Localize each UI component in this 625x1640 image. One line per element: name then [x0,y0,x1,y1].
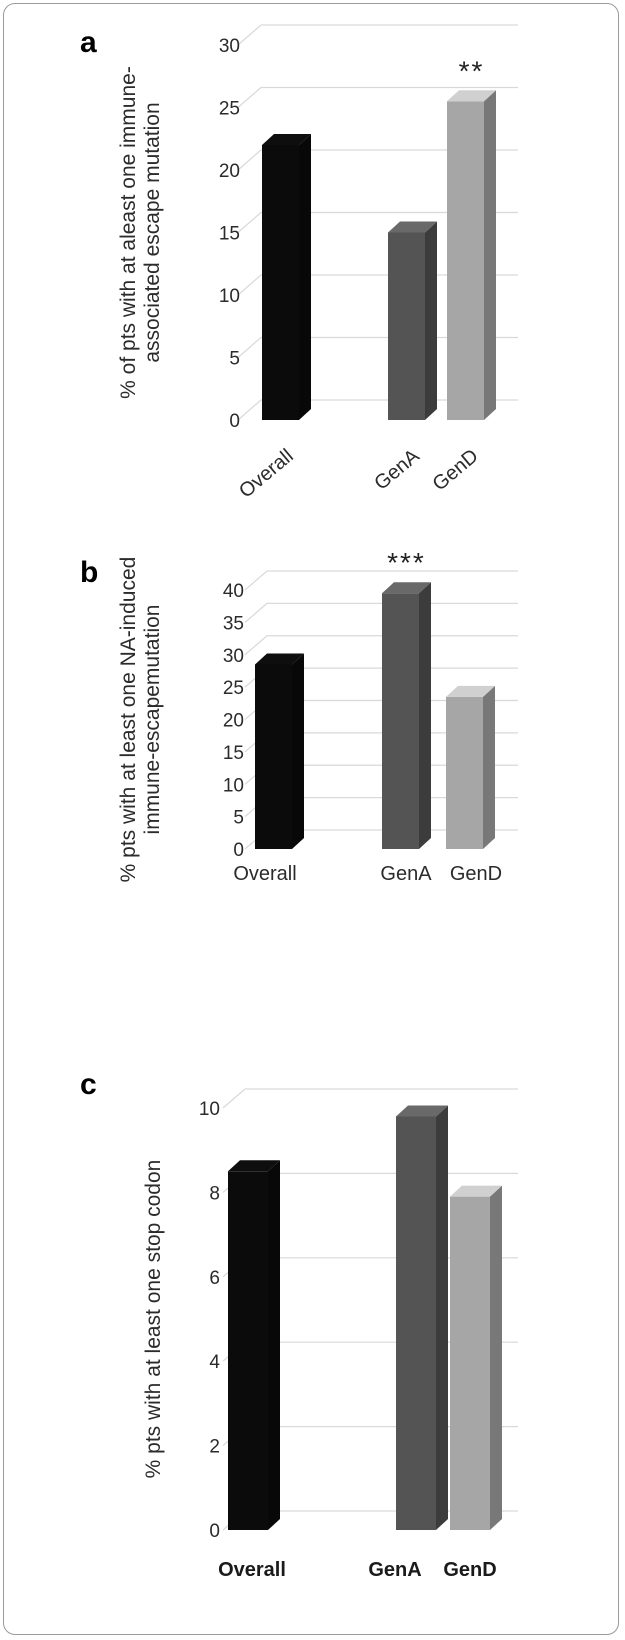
gridline-diag [244,570,268,591]
y-tick-label: 4 [209,1352,220,1373]
y-tick-label: 0 [209,1521,220,1542]
bar-top-gena [396,1105,448,1117]
y-tick-label: 5 [229,349,240,370]
y-tick-label: 15 [223,743,244,764]
y-tick-label: 8 [209,1183,220,1204]
y-tick-label: 15 [219,224,240,245]
y-tick-label: 10 [199,1099,220,1120]
x-tick-label: GenA [368,1559,421,1581]
y-axis-label: immune-escapemutation [141,605,164,835]
bar-gend [447,101,484,420]
bar-gena [396,1116,436,1530]
bar-side-overall [292,653,304,849]
y-tick-label: 6 [209,1268,220,1289]
bar-side-overall [268,1160,280,1530]
y-axis-label: associated escape mutation [141,102,164,362]
bar-side-gend [490,1185,502,1530]
x-tick-label: GenD [443,1559,496,1581]
bar-top-overall [262,134,311,145]
bar-gena [382,593,419,849]
y-axis-label: % pts with at least one stop codon [142,1160,165,1479]
bar-overall [262,145,299,420]
x-tick-label: Overall [233,863,296,885]
bar-top-gend [450,1185,502,1197]
bar-top-gena [382,582,431,594]
x-tick-label: GenD [429,445,483,495]
y-tick-label: 10 [223,775,244,796]
y-tick-label: 20 [219,161,240,182]
significance-marker: ** [459,55,485,86]
x-tick-label: GenA [370,445,424,495]
bar-side-gena [425,221,437,420]
bar-overall [228,1171,268,1530]
bar-top-gend [447,90,496,102]
bar-top-gena [388,221,437,233]
bar-top-overall [255,653,304,665]
gridline-diag [237,399,262,421]
bar-gend [446,696,483,849]
x-tick-label: GenD [450,863,502,885]
y-tick-label: 25 [219,99,240,120]
bar-side-gena [419,582,431,849]
y-axis-label: % of pts with at aleast one immune- [117,66,140,399]
gridline-diag [237,149,262,171]
gridline-diag [244,635,268,656]
y-axis-label: % pts with at least one NA-induced [117,557,140,883]
bar-top-gend [446,685,495,697]
bar-top-overall [228,1160,280,1172]
bar-overall [255,664,292,849]
y-tick-label: 20 [223,711,244,732]
x-tick-label: Overall [235,445,298,503]
gridline-diag [244,602,268,623]
x-tick-label: GenA [380,863,432,885]
gridline-diag [237,212,262,233]
panel-letter-c: c [80,1068,97,1101]
y-tick-label: 0 [229,411,240,432]
panel-letter-a: a [80,26,97,59]
bar-side-gend [483,685,495,849]
bar-side-gena [436,1105,448,1530]
x-tick-label: Overall [218,1559,286,1581]
y-tick-label: 0 [233,840,244,861]
gridline-diag [237,337,262,358]
significance-marker: *** [387,547,426,578]
bar-side-overall [299,134,311,420]
panel-letter-b: b [80,556,98,589]
y-tick-label: 5 [233,808,244,829]
bar-gend [450,1196,490,1530]
bar-side-gend [484,90,496,420]
gridline-diag [237,87,262,108]
figure-frame [3,3,619,1635]
y-tick-label: 10 [219,286,240,307]
y-tick-label: 35 [223,613,244,634]
y-tick-label: 2 [209,1437,220,1458]
y-tick-label: 40 [223,581,244,602]
gridline-diag [237,24,262,46]
y-tick-label: 30 [219,36,240,57]
y-tick-label: 25 [223,678,244,699]
gridline-diag [222,1088,246,1109]
bar-gena [388,232,425,420]
y-tick-label: 30 [223,646,244,667]
gridline-diag [237,274,262,296]
